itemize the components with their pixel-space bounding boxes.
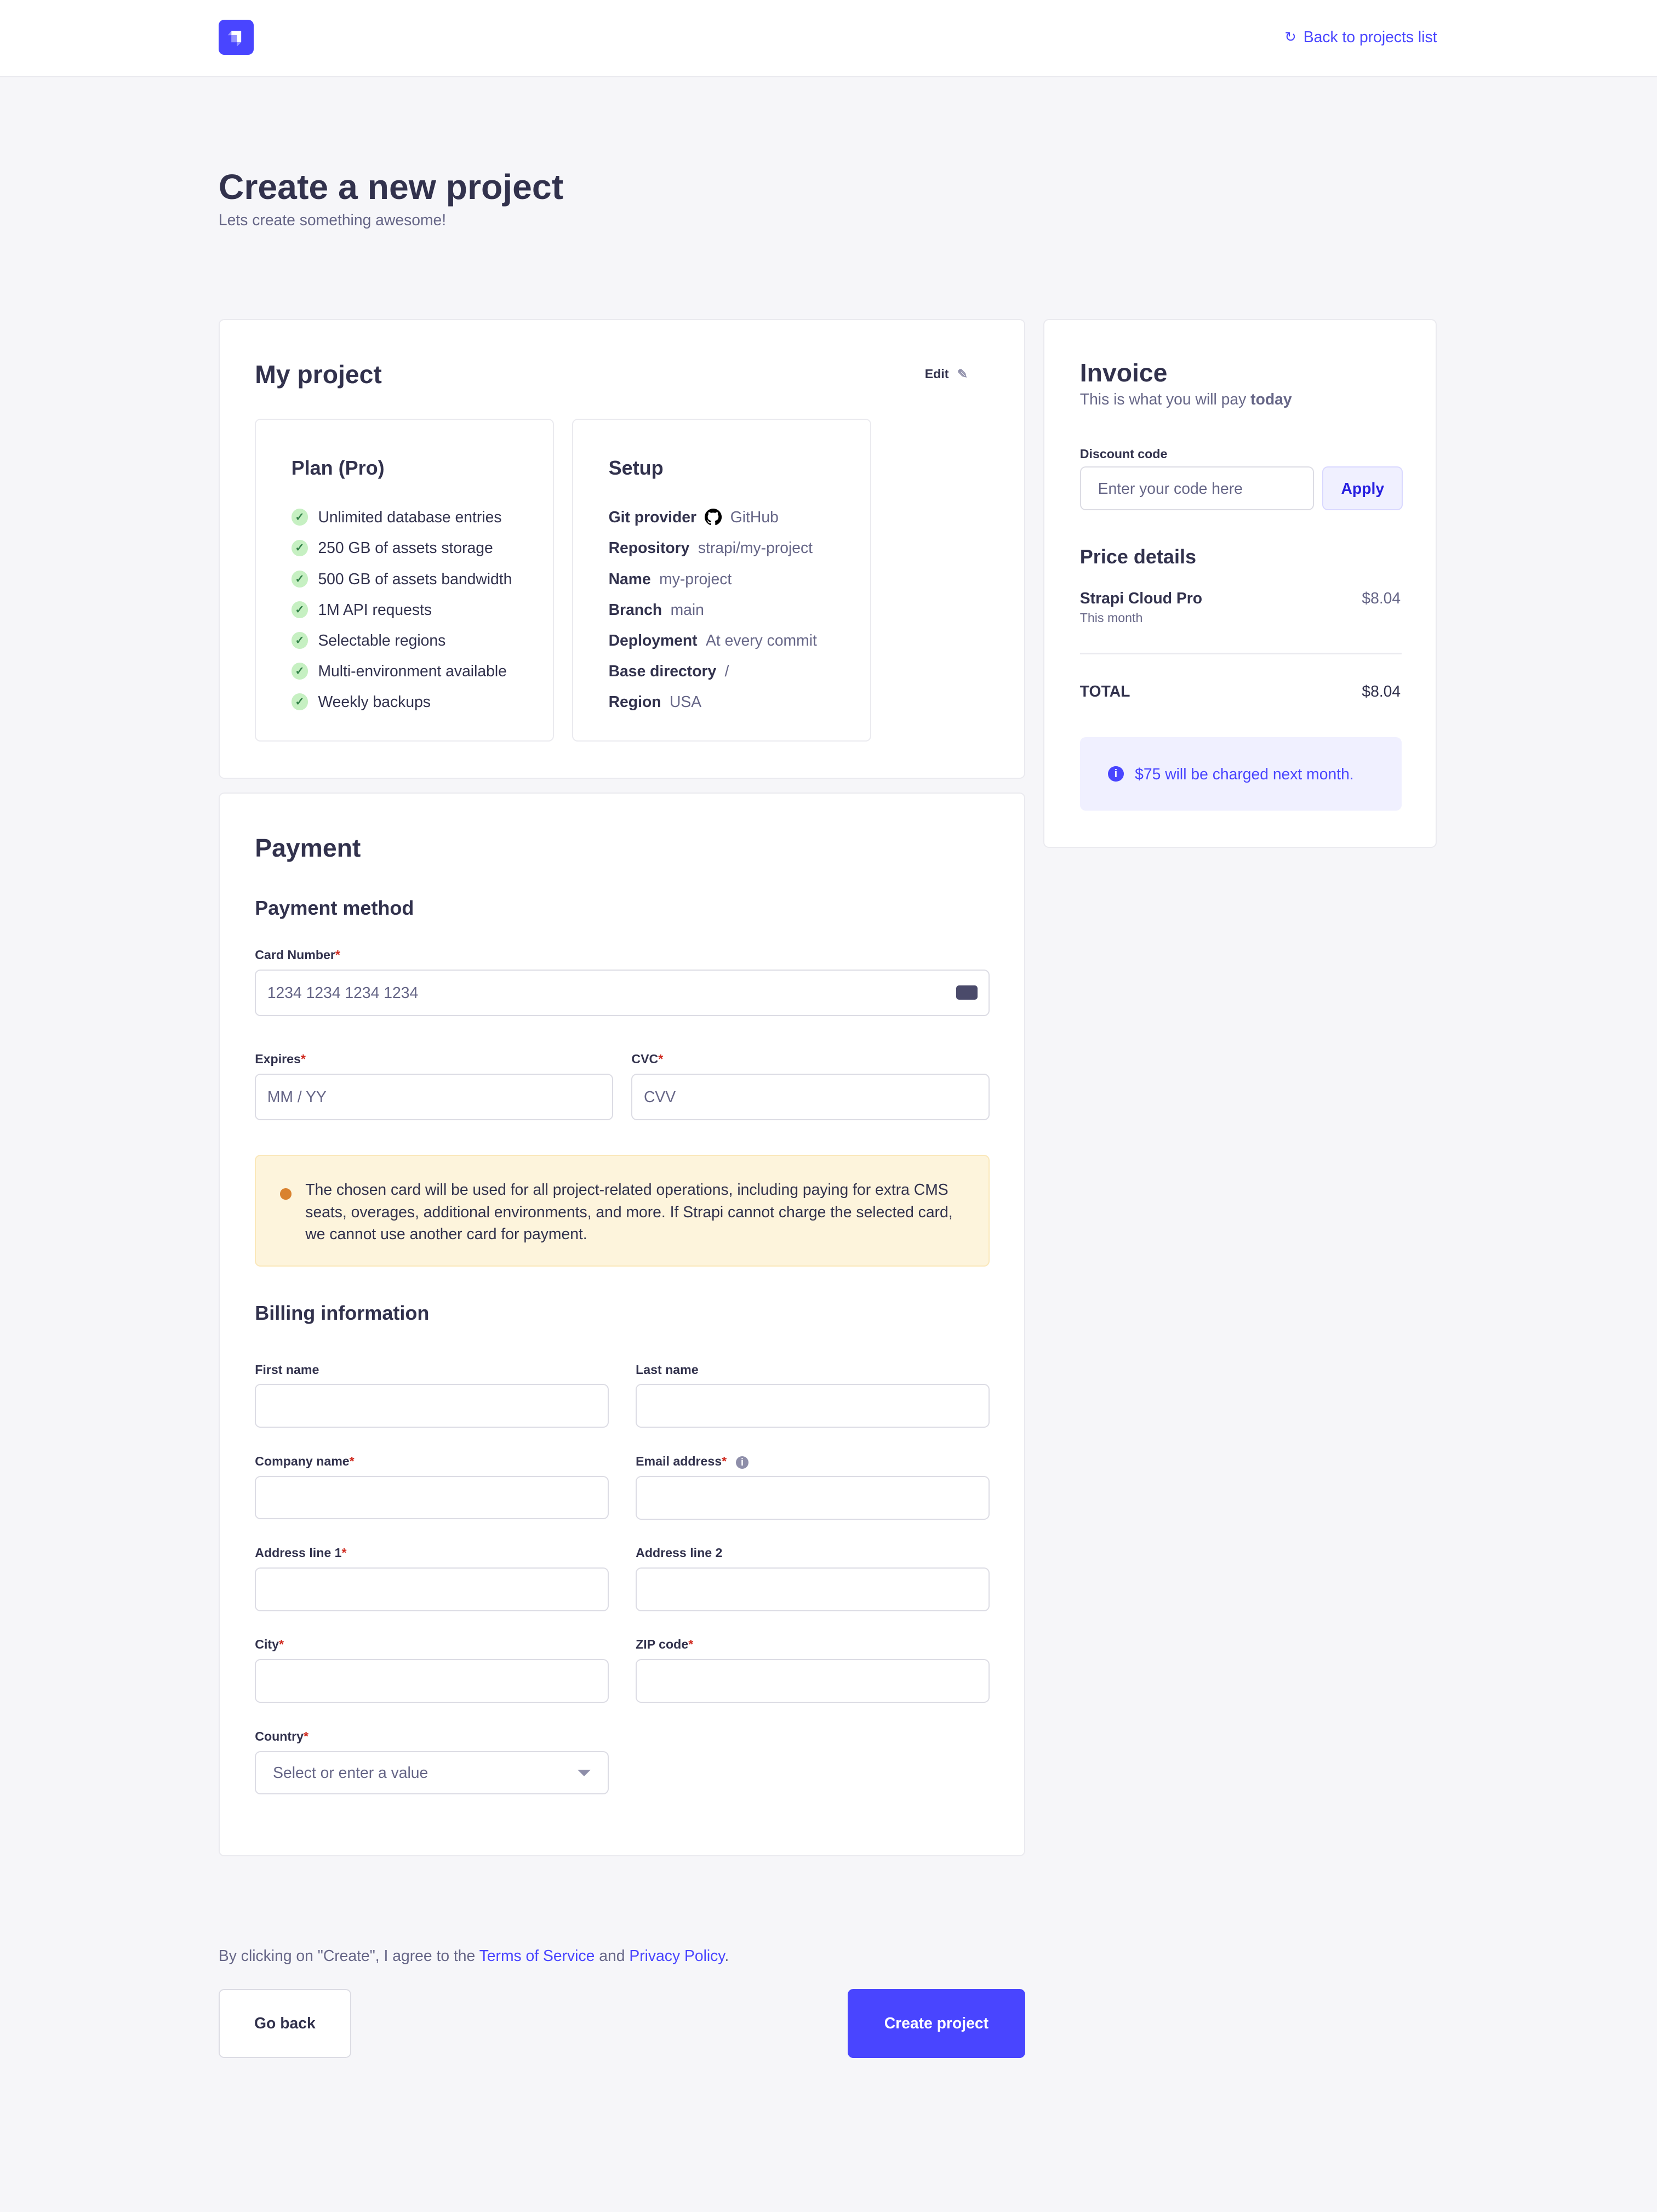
setup-row: Base directory / [608, 662, 729, 680]
last_name-input[interactable] [636, 1384, 990, 1428]
plan-feature: ✓ Weekly backups [291, 686, 518, 717]
project-card: My project Edit ✎ Plan (Pro) ✓ Unlimited d… [218, 318, 1025, 779]
create-project-button[interactable]: Create project [847, 1988, 1025, 2058]
address2-input[interactable] [636, 1567, 990, 1611]
setup-row: Name my-project [608, 569, 732, 588]
next-month-notice: i $75 will be charged next month. [1079, 737, 1402, 811]
plan-box: Plan (Pro) ✓ Unlimited database entries ✓ 2… [255, 418, 554, 742]
project-title: My project [255, 360, 382, 389]
city-label: City [255, 1637, 279, 1652]
country-label: Country [255, 1729, 304, 1743]
company-label: Company name [255, 1453, 350, 1468]
email-label: Email address [636, 1453, 722, 1468]
top-header: ↻ Back to projects list [0, 0, 1657, 77]
pencil-icon: ✎ [957, 366, 968, 381]
invoice-title: Invoice [1079, 358, 1168, 387]
edit-button[interactable]: Edit ✎ [924, 366, 968, 381]
address1-label: Address line 1 [255, 1546, 342, 1560]
discount-input[interactable]: Enter your code here [1079, 466, 1314, 511]
warning-icon [279, 1188, 292, 1200]
card-number-input[interactable]: 1234 1234 1234 1234 [255, 969, 990, 1016]
first_name-label: First name [255, 1362, 319, 1377]
plan-feature: ✓ 1M API requests [291, 594, 518, 625]
info-icon: i [735, 1456, 749, 1469]
expires-input[interactable]: MM / YY [255, 1074, 613, 1121]
price-details-title: Price details [1079, 545, 1196, 568]
first_name-input[interactable] [255, 1384, 609, 1428]
setup-row: Deployment At every commit [608, 631, 817, 649]
check-icon: ✓ [291, 539, 308, 557]
card-warning-alert: The chosen card will be used for all pro… [255, 1155, 990, 1267]
invoice-card: Invoice This is what you will pay today … [1043, 318, 1437, 848]
check-icon: ✓ [291, 601, 308, 618]
terms-link[interactable]: Terms of Service [479, 1946, 595, 1964]
divider [1079, 652, 1402, 654]
cvc-input[interactable]: CVV [631, 1074, 990, 1121]
address2-label: Address line 2 [636, 1546, 723, 1560]
check-icon: ✓ [291, 631, 308, 649]
setup-row: Git provider GitHub [608, 508, 779, 526]
back-to-projects-link[interactable]: ↻ Back to projects list [1284, 28, 1437, 46]
go-back-button[interactable]: Go back [218, 1988, 351, 2058]
refresh-arrow-icon: ↻ [1284, 29, 1296, 45]
city-input[interactable] [255, 1659, 609, 1703]
invoice-subtitle: This is what you will pay today [1079, 390, 1292, 408]
check-icon: ✓ [291, 509, 308, 526]
payment-title: Payment [255, 834, 361, 863]
last_name-label: Last name [636, 1362, 699, 1377]
plan-feature: ✓ Selectable regions [291, 625, 518, 655]
item-price: $8.04 [1362, 589, 1401, 607]
caret-down-icon [578, 1769, 591, 1783]
plan-feature: ✓ Multi-environment available [291, 655, 518, 686]
plan-feature: ✓ 250 GB of assets storage [291, 533, 518, 563]
strapi-logo[interactable] [218, 20, 254, 55]
total-label: TOTAL [1079, 682, 1130, 700]
payment-card: Payment Payment method Card Number* 1234… [218, 793, 1025, 1856]
plan-title: Plan (Pro) [291, 456, 385, 479]
total-value: $8.04 [1362, 682, 1401, 700]
card-number-label: Card Number [255, 947, 335, 962]
plan-feature: ✓ 500 GB of assets bandwidth [291, 563, 518, 594]
zip-label: ZIP code [636, 1637, 689, 1652]
apply-button[interactable]: Apply [1322, 466, 1403, 511]
credit-card-icon [956, 985, 978, 1000]
github-icon [705, 509, 722, 526]
plan-feature: ✓ Unlimited database entries [291, 502, 518, 533]
country-select[interactable]: Select or enter a value [255, 1751, 609, 1795]
check-icon: ✓ [291, 570, 308, 588]
setup-box: Setup Git provider GitHub Repository strapi… [572, 418, 871, 742]
setup-row: Region USA [608, 692, 702, 710]
discount-label: Discount code [1079, 447, 1168, 461]
billing-title: Billing information [255, 1301, 430, 1324]
item-period: This month [1079, 610, 1143, 625]
item-name: Strapi Cloud Pro [1079, 589, 1203, 607]
setup-title: Setup [608, 456, 664, 479]
check-icon: ✓ [291, 662, 308, 680]
company-input[interactable] [255, 1475, 609, 1520]
info-icon: i [1108, 766, 1124, 782]
zip-input[interactable] [636, 1659, 990, 1703]
privacy-link[interactable]: Privacy Policy [629, 1946, 725, 1964]
payment-method-title: Payment method [255, 897, 414, 920]
address1-input[interactable] [255, 1567, 609, 1611]
cvc-label: CVC [631, 1052, 659, 1067]
check-icon: ✓ [291, 693, 308, 710]
email-input[interactable] [636, 1475, 990, 1520]
terms-text: By clicking on "Create", I agree to the … [218, 1946, 729, 1964]
page-subtitle: Lets create something awesome! [218, 211, 447, 229]
expires-label: Expires [255, 1052, 301, 1067]
setup-row: Branch main [608, 600, 704, 618]
page-title: Create a new project [218, 167, 564, 207]
setup-row: Repository strapi/my-project [608, 539, 813, 557]
